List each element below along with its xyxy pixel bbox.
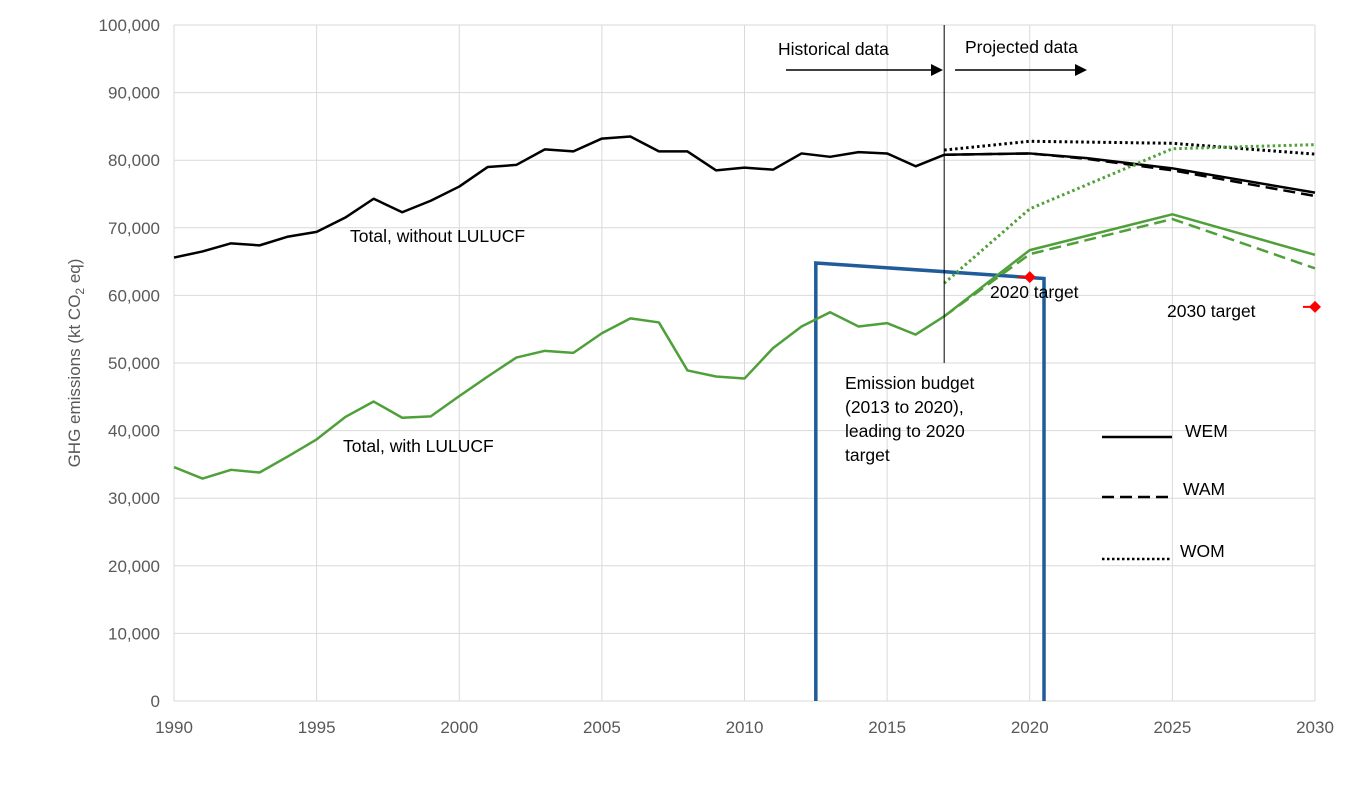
y-axis-title-main: GHG emissions (kt CO — [65, 295, 84, 468]
x-tick-label: 2005 — [583, 718, 621, 737]
total-without-label: Total, without LULUCF — [350, 226, 525, 246]
targets — [1017, 271, 1321, 313]
series-line-wom-with — [943, 143, 1316, 285]
target-2030-label: 2030 target — [1167, 301, 1256, 321]
y-axis-title-sub: 2 — [73, 288, 87, 295]
target-marker — [1309, 300, 1321, 313]
y-tick-label: 60,000 — [108, 286, 160, 305]
legend-label-wam: WAM — [1183, 479, 1225, 499]
series-line-total-without-lulucf-without — [173, 135, 945, 259]
series-line-wom-without — [944, 139, 1316, 156]
budget-label-line-3: leading to 2020 — [845, 421, 965, 441]
y-tick-label: 30,000 — [108, 489, 160, 508]
x-tick-label: 2010 — [726, 718, 764, 737]
projected-label: Projected data — [965, 37, 1078, 57]
series-line-wam-with — [943, 217, 1316, 318]
y-tick-label: 20,000 — [108, 557, 160, 576]
emission-budget — [814, 261, 1046, 701]
budget-label-line-4: target — [845, 445, 890, 465]
series-line-total-with-lulucf-with — [173, 311, 945, 480]
budget-label-line-1: Emission budget — [845, 373, 975, 393]
x-tick-label: 2020 — [1011, 718, 1049, 737]
emission-budget-outline — [814, 261, 1046, 701]
x-tick-label: 2015 — [868, 718, 906, 737]
y-axis-title-end: eq) — [65, 259, 84, 288]
x-tick-label: 2000 — [440, 718, 478, 737]
y-tick-label: 40,000 — [108, 422, 160, 441]
y-tick-label: 10,000 — [108, 624, 160, 643]
x-tick-label: 2030 — [1296, 718, 1334, 737]
historical-arrowhead — [931, 64, 943, 76]
y-tick-label: 80,000 — [108, 151, 160, 170]
x-tick-label: 2025 — [1153, 718, 1191, 737]
x-tick-label: 1995 — [298, 718, 336, 737]
period-divider: Historical data Projected data — [778, 25, 1087, 363]
legend-label-wom: WOM — [1180, 541, 1225, 561]
x-tick-label: 1990 — [155, 718, 193, 737]
historical-label: Historical data — [778, 39, 889, 59]
series-line-wam-without — [944, 152, 1316, 198]
y-axis-title: GHG emissions (kt CO2 eq) — [65, 259, 87, 468]
axes: 0 10,000 20,000 30,000 40,000 50,000 60,000 70,… — [99, 16, 1334, 737]
legend-label-wem: WEM — [1185, 421, 1228, 441]
series-line-wem-with — [943, 213, 1316, 318]
target-2020-label: 2020 target — [990, 282, 1079, 302]
y-tick-label: 70,000 — [108, 219, 160, 238]
budget-annotation: Emission budget (2013 to 2020), leading … — [845, 373, 975, 465]
grid — [174, 24, 1316, 701]
total-with-label: Total, with LULUCF — [343, 436, 494, 456]
projected-arrowhead — [1075, 64, 1087, 76]
legend: WEM WAM WOM — [1102, 421, 1228, 561]
y-tick-label: 100,000 — [99, 16, 160, 35]
target-marker — [1023, 271, 1036, 284]
budget-label-line-2: (2013 to 2020), — [845, 397, 964, 417]
y-tick-label: 50,000 — [108, 354, 160, 373]
y-tick-label: 0 — [151, 692, 160, 711]
series — [173, 135, 1316, 480]
y-tick-label: 90,000 — [108, 84, 160, 103]
